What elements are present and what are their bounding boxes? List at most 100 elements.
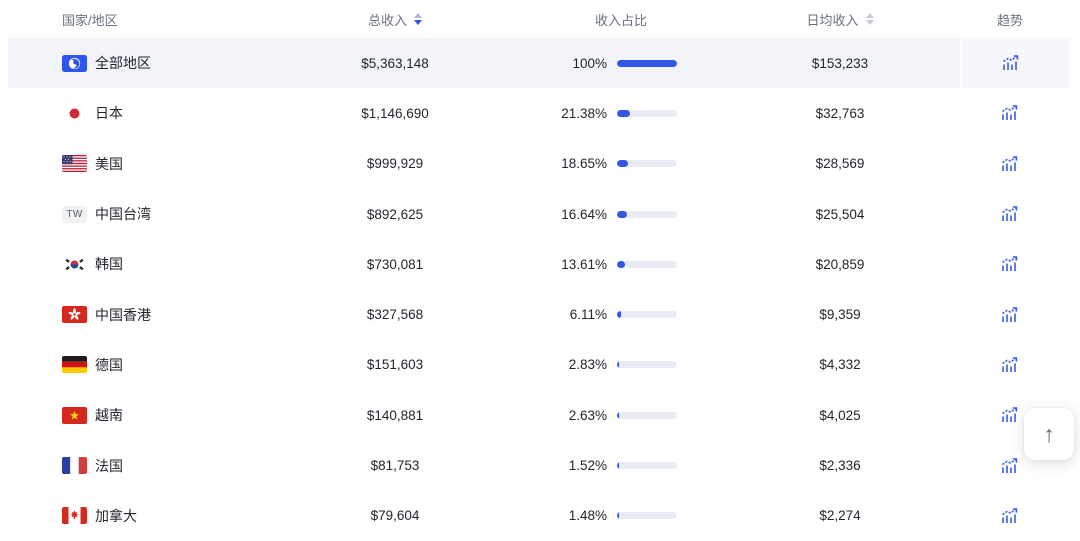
- trend-cell: [960, 88, 1080, 138]
- revenue-share-value: 21.38%: [561, 105, 607, 121]
- total-revenue-cell: $999,929: [330, 139, 460, 189]
- table-row-vn[interactable]: 越南 $140,881 2.63% $4,025: [0, 390, 1080, 440]
- daily-revenue-value: $25,504: [815, 206, 865, 222]
- revenue-share-bar: [617, 411, 677, 419]
- revenue-share-value: 2.83%: [568, 357, 607, 373]
- revenue-share-value: 1.52%: [568, 458, 607, 474]
- trend-chart-icon[interactable]: [999, 355, 1021, 375]
- revenue-share-value: 6.11%: [569, 307, 607, 323]
- trend-chart-icon[interactable]: [999, 405, 1021, 425]
- country-cell: 韩国: [0, 239, 330, 289]
- sort-icon-total-revenue[interactable]: [414, 13, 422, 25]
- trend-chart-icon[interactable]: [999, 305, 1021, 325]
- table-row-all[interactable]: 全部地区 $5,363,148 100% $153,233: [0, 38, 1080, 89]
- column-header-daily-revenue-label: 日均收入: [806, 12, 859, 28]
- trend-chart-icon[interactable]: [999, 456, 1021, 476]
- revenue-share-bar-fill: [617, 109, 630, 117]
- tw-region-badge: TW: [62, 205, 87, 223]
- revenue-share-value: 2.63%: [568, 407, 607, 423]
- revenue-share-cell: 13.61%: [460, 239, 720, 289]
- table-row-us[interactable]: 美国 $999,929 18.65% $28,569: [0, 139, 1080, 189]
- revenue-share-bar: [617, 361, 677, 369]
- total-revenue-value: $81,753: [370, 458, 420, 474]
- revenue-share-value: 100%: [572, 55, 607, 71]
- back-to-top-button[interactable]: ↑: [1024, 408, 1074, 460]
- daily-revenue-value: $2,274: [819, 508, 861, 524]
- table-row-hk[interactable]: 中国香港 $327,568 6.11% $9,359: [0, 289, 1080, 339]
- trend-chart-icon[interactable]: [999, 204, 1021, 224]
- revenue-share-cell: 100%: [460, 38, 720, 89]
- country-name: 韩国: [95, 256, 123, 273]
- column-header-revenue-share-label: 收入占比: [594, 12, 647, 28]
- column-header-revenue-share: 收入占比: [460, 10, 720, 29]
- revenue-share-cell: 2.83%: [460, 340, 720, 390]
- total-revenue-value: $892,625: [366, 206, 424, 222]
- trend-chart-icon[interactable]: [999, 103, 1021, 123]
- trend-chart-icon[interactable]: [999, 506, 1021, 526]
- table-row-de[interactable]: 德国 $151,603 2.83% $4,332: [0, 340, 1080, 390]
- country-cell: 全部地区: [0, 38, 330, 89]
- tw-badge-icon: TW: [62, 205, 87, 223]
- total-revenue-cell: $151,603: [330, 340, 460, 390]
- all-flag-icon: [62, 54, 87, 72]
- country-name: 中国台湾: [95, 206, 151, 223]
- trend-cell: [960, 189, 1080, 239]
- caret-down-icon: [414, 20, 422, 25]
- revenue-share-bar-fill: [617, 160, 629, 168]
- column-header-country: 国家/地区: [0, 10, 330, 29]
- country-cell: TW 中国台湾: [0, 189, 330, 239]
- daily-revenue-cell: $2,274: [720, 491, 960, 541]
- table-body: 全部地区 $5,363,148 100% $153,233 日本 $1,146,…: [0, 38, 1080, 541]
- total-revenue-cell: $327,568: [330, 289, 460, 339]
- total-revenue-value: $327,568: [366, 307, 424, 323]
- daily-revenue-value: $4,332: [819, 357, 861, 373]
- revenue-share-bar: [617, 462, 677, 470]
- revenue-share-bar-fill: [617, 210, 627, 218]
- country-name: 全部地区: [95, 55, 151, 72]
- column-header-trend-label: 趋势: [996, 12, 1023, 28]
- trend-chart-icon[interactable]: [999, 254, 1021, 274]
- fr-flag-icon: [62, 457, 87, 475]
- revenue-share-bar-fill: [617, 512, 619, 520]
- daily-revenue-cell: $4,332: [720, 340, 960, 390]
- country-name: 越南: [95, 407, 123, 424]
- revenue-share-bar-fill: [617, 411, 619, 419]
- caret-up-icon: [414, 13, 422, 18]
- column-header-country-label: 国家/地区: [62, 12, 118, 28]
- jp-flag-icon: [62, 104, 87, 122]
- revenue-share-bar: [617, 311, 677, 319]
- country-name: 日本: [95, 105, 123, 122]
- table-header-row: 国家/地区 总收入 收入占比 日均收入 趋势: [0, 0, 1080, 38]
- country-name: 法国: [95, 457, 123, 474]
- table-row-jp[interactable]: 日本 $1,146,690 21.38% $32,763: [0, 88, 1080, 138]
- revenue-share-cell: 2.63%: [460, 390, 720, 440]
- daily-revenue-value: $153,233: [811, 55, 869, 71]
- country-cell: 日本: [0, 88, 330, 138]
- revenue-share-bar: [617, 160, 677, 168]
- table-row-tw[interactable]: TW 中国台湾 $892,625 16.64% $25,504: [0, 189, 1080, 239]
- table-row-kr[interactable]: 韩国 $730,081 13.61% $20,859: [0, 239, 1080, 289]
- total-revenue-value: $140,881: [366, 407, 424, 423]
- table-row-ca[interactable]: 加拿大 $79,604 1.48% $2,274: [0, 491, 1080, 541]
- daily-revenue-value: $4,025: [819, 407, 861, 423]
- revenue-share-value: 13.61%: [561, 256, 607, 272]
- column-header-total-revenue[interactable]: 总收入: [330, 10, 460, 29]
- daily-revenue-value: $20,859: [815, 256, 865, 272]
- ca-flag-icon: [62, 507, 87, 525]
- sort-icon-daily-revenue[interactable]: [865, 13, 874, 25]
- daily-revenue-value: $32,763: [815, 105, 865, 121]
- revenue-share-cell: 6.11%: [460, 289, 720, 339]
- table-row-fr[interactable]: 法国 $81,753 1.52% $2,336: [0, 440, 1080, 490]
- country-cell: 美国: [0, 139, 330, 189]
- trend-chart-icon[interactable]: [999, 154, 1021, 174]
- revenue-share-value: 1.48%: [568, 508, 607, 524]
- revenue-share-bar: [617, 512, 677, 520]
- column-header-daily-revenue[interactable]: 日均收入: [720, 10, 960, 29]
- trend-cell: [960, 390, 1080, 440]
- trend-cell: [960, 340, 1080, 390]
- trend-chart-icon[interactable]: [1000, 53, 1022, 73]
- daily-revenue-cell: $9,359: [720, 289, 960, 339]
- country-cell: 加拿大: [0, 491, 330, 541]
- revenue-share-bar-fill: [617, 59, 677, 67]
